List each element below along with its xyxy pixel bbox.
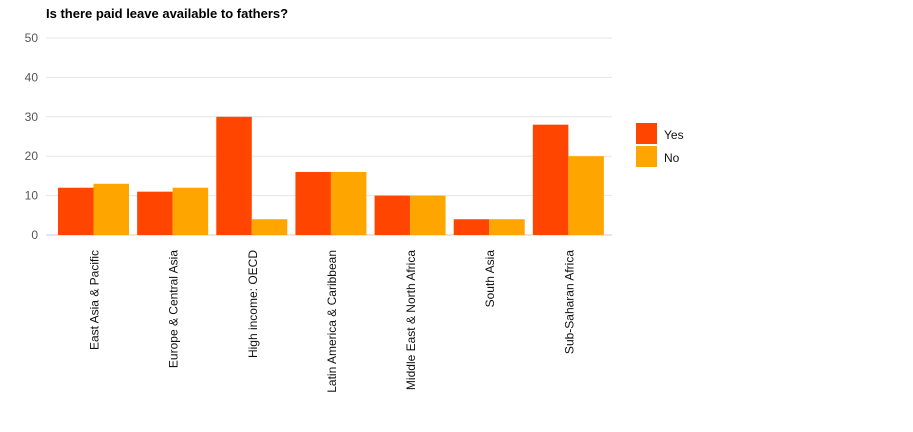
y-tick-label: 10 (25, 189, 39, 203)
category-label: South Asia (483, 250, 497, 308)
bar-no (410, 195, 446, 235)
category-label: Middle East & North Africa (404, 250, 418, 390)
bar-no (251, 219, 288, 235)
bar-yes (58, 187, 94, 235)
category-label: High income: OECD (246, 250, 260, 358)
bar-yes (453, 219, 490, 235)
bar-yes (137, 191, 173, 235)
bar-no (330, 171, 367, 235)
y-tick-label: 30 (25, 110, 39, 124)
bar-yes (216, 116, 252, 235)
legend-label: No (664, 151, 680, 165)
bars (58, 116, 604, 235)
category-label: Latin America & Caribbean (325, 250, 339, 393)
bar-yes (532, 124, 569, 235)
y-tick-label: 20 (25, 149, 39, 163)
legend-swatch-yes (636, 123, 657, 144)
bar-yes (374, 195, 411, 235)
y-axis: 0 10 20 30 40 50 (25, 31, 39, 242)
chart-title: Is there paid leave available to fathers… (46, 6, 288, 21)
y-tick-label: 0 (31, 228, 38, 242)
bar-no (489, 219, 525, 235)
y-tick-label: 40 (25, 70, 39, 84)
category-label: Sub-Saharan Africa (562, 250, 576, 354)
bar-no (568, 156, 604, 235)
category-label: Europe & Central Asia (167, 250, 181, 368)
y-tick-label: 50 (25, 31, 39, 45)
category-label: East Asia & Pacific (88, 250, 102, 350)
legend-label: Yes (664, 128, 684, 142)
legend: Yes No (636, 123, 684, 167)
bar-yes (295, 171, 331, 235)
bar-no (93, 183, 129, 235)
bar-no (172, 187, 209, 235)
legend-swatch-no (636, 146, 657, 167)
x-axis: East Asia & Pacific Europe & Central Asia… (88, 250, 577, 393)
